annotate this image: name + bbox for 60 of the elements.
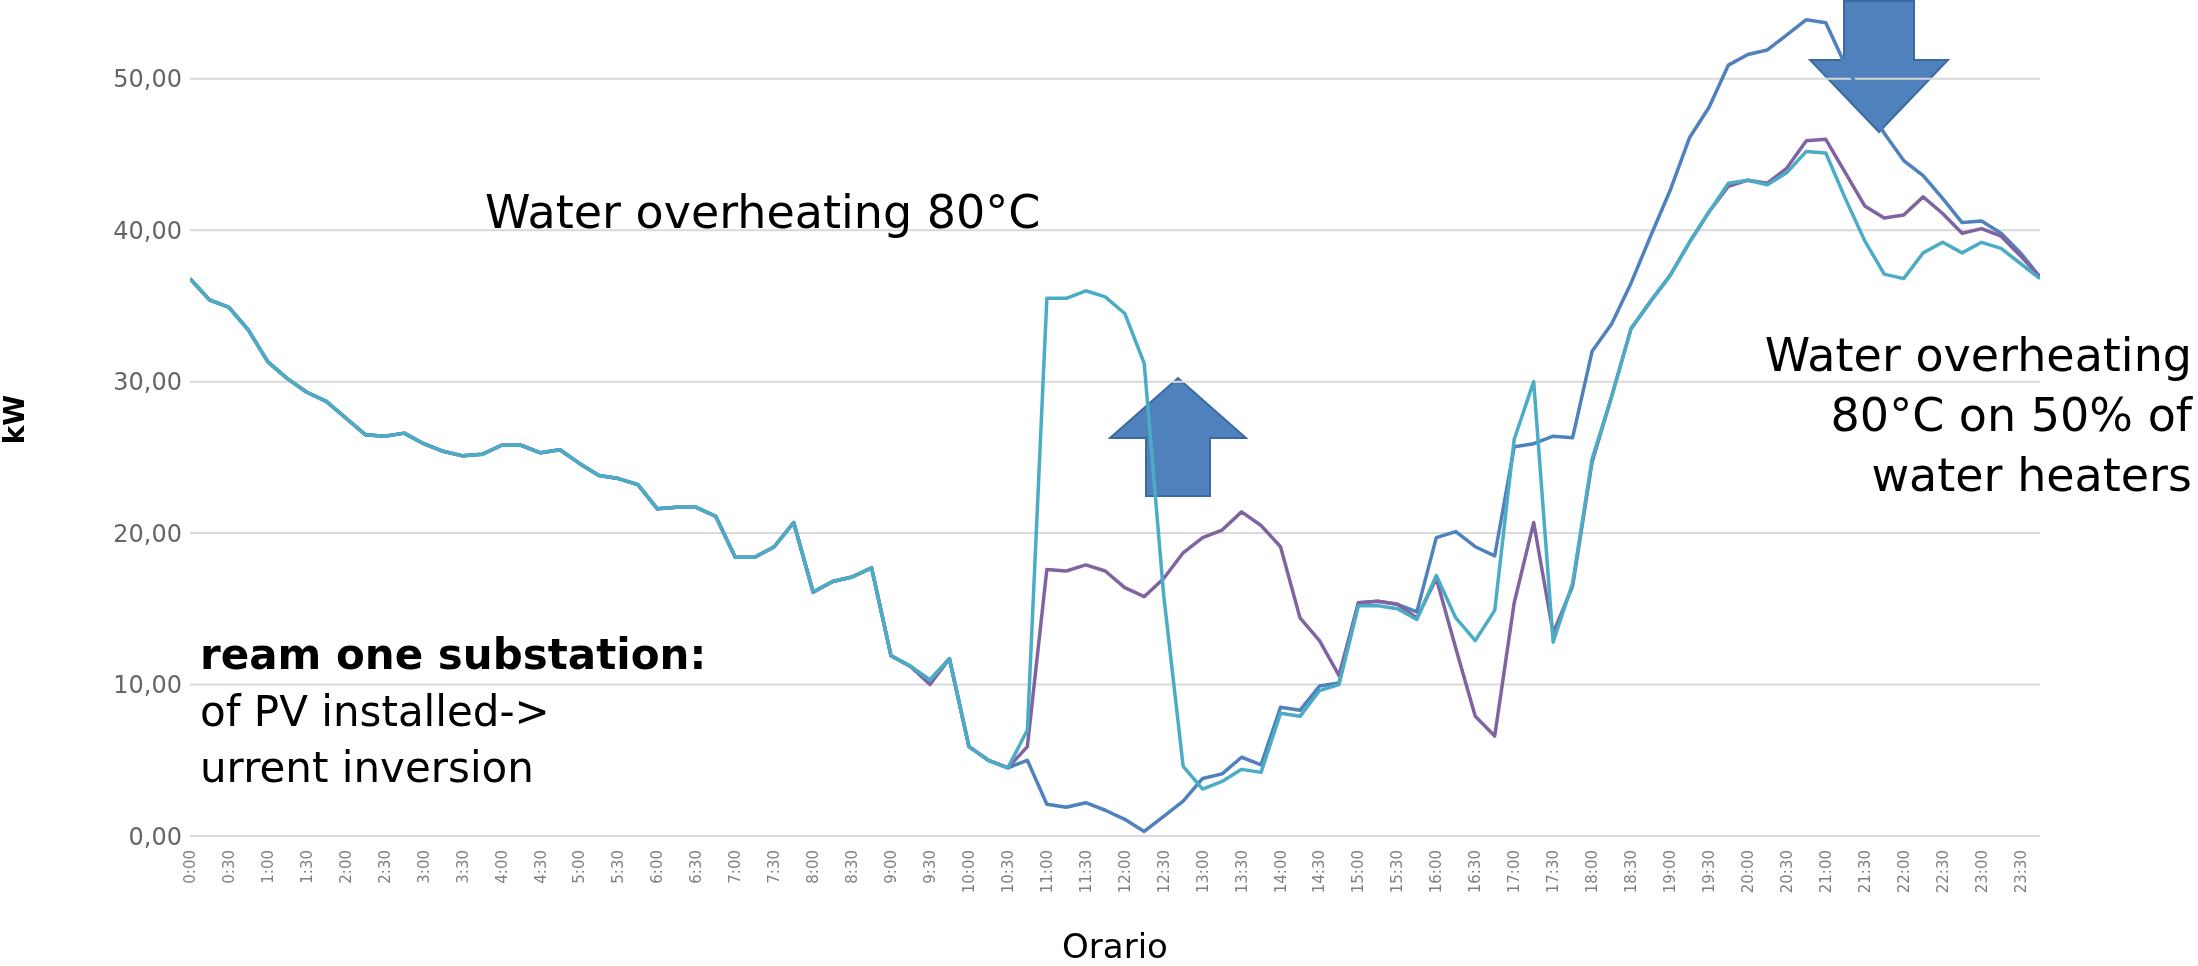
x-tick-label: 5:00	[570, 850, 589, 884]
x-tick-label: 17:30	[1544, 850, 1563, 894]
x-tick-label: 16:00	[1427, 850, 1446, 894]
x-tick-label: 16:30	[1466, 850, 1485, 894]
x-tick-label: 19:00	[1661, 850, 1679, 894]
x-tick-label: 6:00	[648, 850, 667, 884]
x-tick-label: 21:30	[1855, 850, 1874, 894]
x-tick-label: 7:00	[726, 850, 745, 884]
y-axis-title: kW	[0, 394, 31, 445]
x-tick-label: 1:30	[297, 850, 316, 884]
x-tick-label: 4:30	[531, 850, 550, 884]
x-tick-label: 10:00	[959, 850, 978, 894]
y-tick-label: 20,00	[113, 519, 182, 548]
x-axis-title: Orario	[1062, 926, 1168, 966]
x-tick-label: 17:00	[1505, 850, 1524, 894]
x-tick-label: 9:00	[882, 850, 901, 884]
x-tick-label: 9:30	[921, 850, 939, 884]
x-tick-label: 4:00	[492, 850, 511, 884]
x-tick-label: 10:30	[998, 850, 1017, 894]
y-tick-label: 40,00	[113, 216, 182, 245]
x-tick-label: 5:30	[609, 850, 628, 884]
x-tick-label: 7:30	[765, 850, 784, 884]
x-tick-label: 23:30	[2011, 850, 2030, 894]
x-tick-label: 11:00	[1037, 850, 1056, 894]
x-tick-label: 18:30	[1622, 850, 1641, 894]
x-tick-label: 15:30	[1388, 850, 1407, 894]
x-tick-label: 21:00	[1816, 850, 1835, 894]
x-tick-label: 22:30	[1933, 850, 1952, 894]
x-tick-label: 2:00	[336, 850, 355, 884]
x-tick-label: 23:00	[1972, 850, 1991, 894]
x-tick-label: 19:30	[1699, 850, 1718, 894]
x-tick-label: 14:30	[1310, 850, 1329, 894]
annotation: ream one substation:	[200, 630, 707, 679]
x-tick-label: 0:30	[219, 850, 238, 884]
y-tick-label: 10,00	[113, 671, 182, 700]
x-tick-label: 2:30	[375, 850, 394, 884]
x-tick-label: 8:30	[843, 850, 862, 884]
y-tick-label: 30,00	[113, 368, 182, 397]
annotation: Water overheating 80°C	[485, 185, 1041, 239]
x-tick-label: 13:00	[1193, 850, 1212, 894]
y-tick-label: 0,00	[128, 822, 182, 851]
x-tick-label: 20:00	[1738, 850, 1757, 894]
x-tick-label: 20:30	[1777, 850, 1796, 894]
x-tick-label: 3:00	[414, 850, 433, 884]
x-tick-label: 12:30	[1154, 850, 1173, 894]
annotation: of PV installed-> urrent inversion	[200, 686, 550, 794]
x-tick-label: 11:30	[1076, 850, 1095, 894]
x-tick-label: 1:00	[258, 850, 277, 884]
x-tick-label: 6:30	[687, 850, 706, 884]
x-tick-label: 18:00	[1583, 850, 1602, 894]
x-tick-label: 22:00	[1894, 850, 1913, 894]
x-tick-label: 14:00	[1271, 850, 1290, 894]
x-tick-label: 12:00	[1115, 850, 1134, 894]
x-tick-label: 0:00	[181, 850, 199, 884]
x-tick-label: 8:00	[804, 850, 823, 884]
x-tick-label: 15:00	[1349, 850, 1368, 894]
annotation: Water overheating 80°C on 50% of water heaters	[1764, 327, 2192, 504]
x-tick-label: 3:30	[453, 850, 472, 884]
y-tick-label: 50,00	[113, 65, 182, 94]
x-tick-label: 13:30	[1232, 850, 1251, 894]
